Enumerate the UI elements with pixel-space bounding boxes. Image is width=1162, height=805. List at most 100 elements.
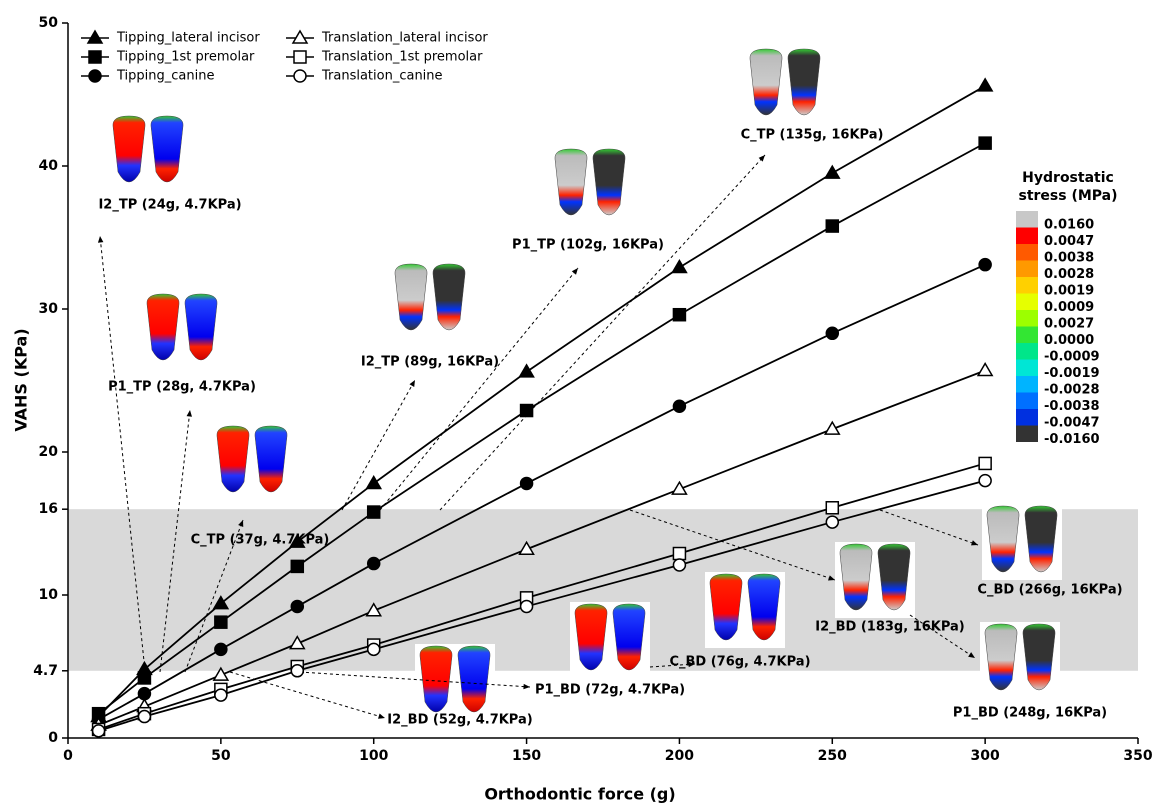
colorbar-cell <box>1016 277 1038 294</box>
data-point <box>673 548 685 560</box>
data-point <box>520 365 534 377</box>
x-tick-label: 300 <box>971 748 1000 764</box>
data-point <box>521 405 533 417</box>
data-point <box>368 506 380 518</box>
data-point <box>291 665 303 677</box>
colorbar-label: 0.0160 <box>1044 218 1094 233</box>
arrow-head <box>523 684 530 689</box>
colorbar-label: -0.0028 <box>1044 383 1100 398</box>
colorbar-label: 0.0027 <box>1044 317 1094 332</box>
y-tick-label: 30 <box>39 301 59 317</box>
colorbar-label: 0.0009 <box>1044 300 1094 315</box>
data-point <box>291 600 303 612</box>
y-tick-label: 16 <box>39 501 58 517</box>
data-point <box>979 259 991 271</box>
legend-label: Translation_1st premolar <box>321 50 483 65</box>
legend-label: Translation_lateral incisor <box>321 31 488 46</box>
annotation: C_TP (135g, 16KPa) <box>741 128 884 143</box>
annotation: I2_TP (24g, 4.7KPa) <box>98 198 241 213</box>
y-tick-label: 4.7 <box>33 663 58 679</box>
data-point <box>215 689 227 701</box>
colorbar-label: 0.0038 <box>1044 251 1094 266</box>
colorbar-label: -0.0160 <box>1044 432 1100 447</box>
colorbar-cell <box>1016 409 1038 426</box>
data-point <box>521 477 533 489</box>
data-point <box>825 166 839 178</box>
colorbar-cell <box>1016 393 1038 410</box>
annotation: I2_BD (52g, 4.7KPa) <box>387 713 532 728</box>
x-tick-label: 350 <box>1123 748 1152 764</box>
arrow-head <box>187 410 192 417</box>
annotation: P1_BD (248g, 16KPa) <box>953 706 1107 721</box>
colorbar-cell <box>1016 244 1038 261</box>
annotation: I2_TP (89g, 16KPa) <box>361 355 499 370</box>
legend-label: Translation_canine <box>321 69 443 84</box>
legend-label: Tipping_canine <box>116 69 214 84</box>
colorbar-cell <box>1016 228 1038 245</box>
legend-marker <box>294 51 306 63</box>
x-tick-label: 100 <box>359 748 388 764</box>
colorbar-cell <box>1016 327 1038 344</box>
annotation-arrow <box>342 380 415 510</box>
legend-marker <box>89 51 101 63</box>
data-point <box>367 476 381 488</box>
colorbar-cell <box>1016 310 1038 327</box>
arrow-head <box>759 155 765 162</box>
data-point <box>368 643 380 655</box>
colorbar-cell <box>1016 294 1038 311</box>
y-tick-label: 10 <box>39 587 59 603</box>
x-tick-label: 200 <box>665 748 694 764</box>
colorbar-title: Hydrostaticstress (MPa) <box>1018 170 1117 204</box>
legend-marker <box>88 31 102 43</box>
colorbar-cell <box>1016 211 1038 228</box>
data-point <box>978 79 992 91</box>
data-point <box>826 220 838 232</box>
data-point <box>291 560 303 572</box>
arrow-head <box>378 714 385 719</box>
data-point <box>215 616 227 628</box>
data-point <box>215 643 227 655</box>
x-tick-label: 250 <box>818 748 847 764</box>
legend-marker <box>89 70 101 82</box>
colorbar-cell <box>1016 343 1038 360</box>
arrow-head <box>409 380 415 387</box>
colorbar-cell <box>1016 426 1038 443</box>
arrow-head <box>572 268 578 275</box>
y-tick-label: 50 <box>39 15 59 31</box>
data-point <box>673 309 685 321</box>
data-point <box>138 672 150 684</box>
data-point <box>673 400 685 412</box>
data-point <box>979 475 991 487</box>
data-point <box>521 600 533 612</box>
colorbar-label: 0.0000 <box>1044 333 1094 348</box>
y-axis-title: VAHS (KPa) <box>12 328 31 431</box>
annotation: C_TP (37g, 4.7KPa) <box>191 533 330 548</box>
legend-label: Tipping_lateral incisor <box>116 31 260 46</box>
annotation: C_BD (266g, 16KPa) <box>977 583 1122 598</box>
data-point <box>673 559 685 571</box>
chart: Orthodontic force (g) VAHS (KPa) 0 4.7 10 1… <box>0 0 1162 805</box>
data-point <box>826 516 838 528</box>
legend-marker <box>293 31 307 43</box>
annotation: P1_BD (72g, 4.7KPa) <box>535 683 685 698</box>
colorbar-label: -0.0009 <box>1044 350 1100 365</box>
data-point <box>979 137 991 149</box>
annotation: I2_BD (183g, 16KPa) <box>815 620 965 635</box>
x-axis-title: Orthodontic force (g) <box>484 785 675 804</box>
y-tick-label: 0 <box>48 730 58 746</box>
annotation: C_BD (76g, 4.7KPa) <box>669 655 810 670</box>
data-point <box>368 558 380 570</box>
x-tick-label: 150 <box>512 748 541 764</box>
colorbar-cell <box>1016 376 1038 393</box>
y-tick-label: 20 <box>39 444 59 460</box>
data-point <box>93 725 105 737</box>
legend-marker <box>294 70 306 82</box>
data-point <box>978 363 992 375</box>
arrow-head <box>98 236 103 243</box>
x-tick-label: 50 <box>211 748 231 764</box>
data-point <box>826 502 838 514</box>
colorbar-label: -0.0047 <box>1044 416 1100 431</box>
y-tick-label: 40 <box>39 158 59 174</box>
colorbar-label: -0.0019 <box>1044 366 1100 381</box>
x-tick-label: 0 <box>63 748 73 764</box>
